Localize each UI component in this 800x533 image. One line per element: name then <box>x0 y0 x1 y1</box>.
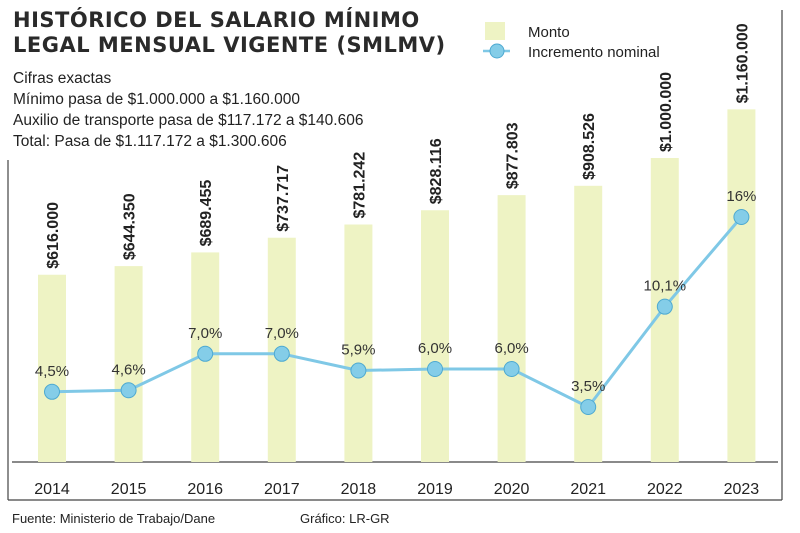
x-tick-label-2016: 2016 <box>187 481 223 498</box>
bar-2020 <box>497 195 526 462</box>
x-tick-label-2015: 2015 <box>111 481 147 498</box>
credit-footer: Gráfico: LR-GR <box>300 511 390 526</box>
bar-2014 <box>38 274 66 462</box>
bar-value-label-2016: $689.455 <box>198 180 215 247</box>
bar-2021 <box>574 185 603 462</box>
increment-point-2021 <box>580 399 597 415</box>
legend-label-monto: Monto <box>528 24 570 41</box>
increment-label-2016: 7,0% <box>188 325 222 342</box>
bar-value-label-2015: $644.350 <box>122 193 139 260</box>
bar-value-label-2019: $828.116 <box>428 138 445 204</box>
increment-point-2022 <box>656 298 673 315</box>
increment-point-2023 <box>733 209 750 225</box>
note-line: Total: Pasa de $1.117.172 a $1.300.606 <box>13 133 287 150</box>
bar-value-label-2018: $781.242 <box>351 152 368 219</box>
increment-label-2018: 5,9% <box>341 342 375 359</box>
x-tick-label-2014: 2014 <box>34 481 70 498</box>
increment-point-2015 <box>120 382 137 399</box>
bar-2023 <box>727 109 756 463</box>
increment-point-2018 <box>350 362 367 379</box>
note-line: Auxilio de transporte pasa de $117.172 a… <box>13 112 364 129</box>
x-tick-label-2020: 2020 <box>494 481 530 498</box>
x-tick-label-2023: 2023 <box>724 481 760 498</box>
x-axis: 2014 2015 2016 2017 2018 2019 2020 2021 2022 2023 <box>34 481 759 498</box>
increment-line: 4,5% 4,6% 7,0% 7,0% 5,9% 6,0% 6,0% 3,5% 10,1% 16% <box>35 188 756 415</box>
x-tick-label-2021: 2021 <box>570 481 606 498</box>
source-footer: Fuente: Ministerio de Trabajo/Dane <box>12 511 216 526</box>
increment-label-2020: 6,0% <box>494 340 528 357</box>
bars: $616.000 $644.350 $689.455 $737.717 $781.242… <box>38 23 756 463</box>
x-tick-label-2019: 2019 <box>417 481 453 498</box>
legend-swatch-monto <box>485 22 505 40</box>
bar-value-label-2020: $877.803 <box>505 122 522 189</box>
x-tick-label-2018: 2018 <box>341 481 377 498</box>
legend: Monto Incremento nominal <box>483 22 660 61</box>
increment-label-2014: 4,5% <box>35 363 69 380</box>
increment-label-2022: 10,1% <box>644 278 687 295</box>
increment-label-2015: 4,6% <box>111 361 145 378</box>
bar-value-label-2023: $1.160.000 <box>734 23 751 103</box>
bar-value-label-2021: $908.526 <box>581 113 598 180</box>
increment-label-2017: 7,0% <box>265 325 299 342</box>
bar-2015 <box>114 266 143 462</box>
increment-label-2023: 16% <box>726 188 756 205</box>
increment-point-2016 <box>197 345 214 362</box>
bar-2018 <box>344 224 373 462</box>
bar-2019 <box>421 210 449 462</box>
title-line-1: HISTÓRICO DEL SALARIO MÍNIMO <box>13 8 420 32</box>
increment-label-2019: 6,0% <box>418 340 452 357</box>
x-tick-label-2017: 2017 <box>264 481 300 498</box>
bar-value-label-2014: $616.000 <box>45 202 62 269</box>
increment-point-2014 <box>44 383 60 400</box>
bar-value-label-2017: $737.717 <box>275 165 292 232</box>
note-line: Mínimo pasa de $1.000.000 a $1.160.000 <box>13 91 300 108</box>
increment-point-2020 <box>503 361 520 377</box>
increment-point-2019 <box>427 361 443 377</box>
increment-point-2017 <box>273 345 290 362</box>
increment-label-2021: 3,5% <box>571 378 605 395</box>
chart-notes: Cifras exactas Mínimo pasa de $1.000.000… <box>13 68 363 152</box>
x-tick-label-2022: 2022 <box>647 481 683 498</box>
bar-value-label-2022: $1.000.000 <box>658 72 675 152</box>
note-line: Cifras exactas <box>13 70 112 87</box>
chart-title: HISTÓRICO DEL SALARIO MÍNIMO LEGAL MENSU… <box>13 8 446 58</box>
legend-marker-incremento <box>489 43 505 59</box>
legend-label-incremento: Incremento nominal <box>528 44 660 61</box>
frame <box>7 10 783 501</box>
title-line-2: LEGAL MENSUAL VIGENTE (SMLMV) <box>13 33 446 57</box>
increment-series-line <box>51 216 743 409</box>
